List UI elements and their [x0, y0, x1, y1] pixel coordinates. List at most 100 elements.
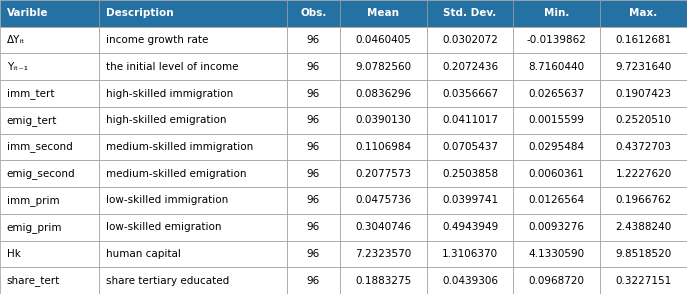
Bar — [0, 160, 100, 187]
Text: imm_second: imm_second — [7, 141, 73, 153]
Bar — [427, 160, 513, 187]
Text: 0.0705437: 0.0705437 — [442, 142, 498, 152]
Text: 0.3040746: 0.3040746 — [355, 222, 412, 232]
Bar — [340, 187, 427, 214]
Bar — [427, 54, 513, 80]
Text: 96: 96 — [306, 276, 320, 286]
Text: Obs.: Obs. — [300, 8, 326, 18]
Text: 0.0015599: 0.0015599 — [529, 115, 585, 125]
Bar — [287, 160, 340, 187]
Bar — [427, 267, 513, 294]
Bar — [0, 80, 100, 107]
Text: ΔYᵢₜ: ΔYᵢₜ — [7, 35, 25, 45]
Bar — [340, 267, 427, 294]
Text: Yᵢₜ₋₁: Yᵢₜ₋₁ — [7, 62, 28, 72]
Text: 2.4388240: 2.4388240 — [616, 222, 672, 232]
Bar — [287, 187, 340, 214]
Bar — [600, 160, 687, 187]
Text: imm_tert: imm_tert — [7, 88, 54, 99]
Text: 9.7231640: 9.7231640 — [616, 62, 672, 72]
Text: 96: 96 — [306, 142, 320, 152]
Bar — [513, 160, 600, 187]
Bar — [513, 107, 600, 134]
Bar — [513, 187, 600, 214]
Text: Mean: Mean — [368, 8, 399, 18]
Text: 0.1612681: 0.1612681 — [616, 35, 672, 45]
Bar — [287, 240, 340, 267]
Bar — [0, 27, 100, 54]
Bar — [340, 0, 427, 27]
Text: low-skilled emigration: low-skilled emigration — [106, 222, 222, 232]
Bar — [287, 0, 340, 27]
Text: 0.3227151: 0.3227151 — [616, 276, 672, 286]
Text: 0.2503858: 0.2503858 — [442, 169, 498, 179]
Text: 0.0836296: 0.0836296 — [355, 88, 412, 98]
Text: low-skilled immigration: low-skilled immigration — [106, 196, 228, 206]
Bar — [287, 107, 340, 134]
Text: 0.1106984: 0.1106984 — [355, 142, 412, 152]
Bar — [513, 27, 600, 54]
Bar — [100, 134, 287, 160]
Bar — [287, 27, 340, 54]
Bar — [600, 187, 687, 214]
Text: Max.: Max. — [629, 8, 657, 18]
Text: 9.8518520: 9.8518520 — [616, 249, 672, 259]
Bar — [100, 54, 287, 80]
Text: 0.0390130: 0.0390130 — [355, 115, 411, 125]
Bar — [513, 0, 600, 27]
Text: 0.0460405: 0.0460405 — [355, 35, 411, 45]
Text: 0.0295484: 0.0295484 — [529, 142, 585, 152]
Text: human capital: human capital — [106, 249, 181, 259]
Text: 0.1907423: 0.1907423 — [616, 88, 672, 98]
Bar — [600, 0, 687, 27]
Text: 0.4372703: 0.4372703 — [616, 142, 672, 152]
Bar — [340, 240, 427, 267]
Bar — [600, 240, 687, 267]
Text: 7.2323570: 7.2323570 — [355, 249, 412, 259]
Bar — [100, 187, 287, 214]
Bar — [513, 80, 600, 107]
Bar — [287, 267, 340, 294]
Text: medium-skilled immigration: medium-skilled immigration — [106, 142, 254, 152]
Text: 0.0356667: 0.0356667 — [442, 88, 498, 98]
Text: emig_second: emig_second — [7, 168, 76, 179]
Text: Description: Description — [106, 8, 174, 18]
Bar — [0, 187, 100, 214]
Text: 0.1966762: 0.1966762 — [616, 196, 672, 206]
Bar — [287, 214, 340, 240]
Bar — [340, 214, 427, 240]
Text: 0.0475736: 0.0475736 — [355, 196, 412, 206]
Bar — [100, 267, 287, 294]
Bar — [0, 240, 100, 267]
Text: 0.4943949: 0.4943949 — [442, 222, 498, 232]
Text: 96: 96 — [306, 222, 320, 232]
Text: 0.0399741: 0.0399741 — [442, 196, 498, 206]
Bar — [100, 80, 287, 107]
Text: 1.2227620: 1.2227620 — [616, 169, 672, 179]
Text: 4.1330590: 4.1330590 — [529, 249, 585, 259]
Text: high-skilled emigration: high-skilled emigration — [106, 115, 227, 125]
Bar — [340, 107, 427, 134]
Text: 96: 96 — [306, 35, 320, 45]
Bar — [427, 80, 513, 107]
Text: 0.0411017: 0.0411017 — [442, 115, 498, 125]
Text: -0.0139862: -0.0139862 — [527, 35, 587, 45]
Text: 0.0265637: 0.0265637 — [529, 88, 585, 98]
Bar — [427, 240, 513, 267]
Bar — [100, 107, 287, 134]
Bar — [600, 54, 687, 80]
Text: share tertiary educated: share tertiary educated — [106, 276, 229, 286]
Text: 8.7160440: 8.7160440 — [529, 62, 585, 72]
Text: 96: 96 — [306, 115, 320, 125]
Text: emig_prim: emig_prim — [7, 222, 63, 233]
Bar — [340, 160, 427, 187]
Bar — [340, 27, 427, 54]
Bar — [0, 0, 100, 27]
Text: 96: 96 — [306, 196, 320, 206]
Text: emig_tert: emig_tert — [7, 115, 57, 126]
Text: 0.0060361: 0.0060361 — [529, 169, 585, 179]
Text: the initial level of income: the initial level of income — [106, 62, 238, 72]
Bar — [513, 134, 600, 160]
Bar — [287, 54, 340, 80]
Bar — [0, 134, 100, 160]
